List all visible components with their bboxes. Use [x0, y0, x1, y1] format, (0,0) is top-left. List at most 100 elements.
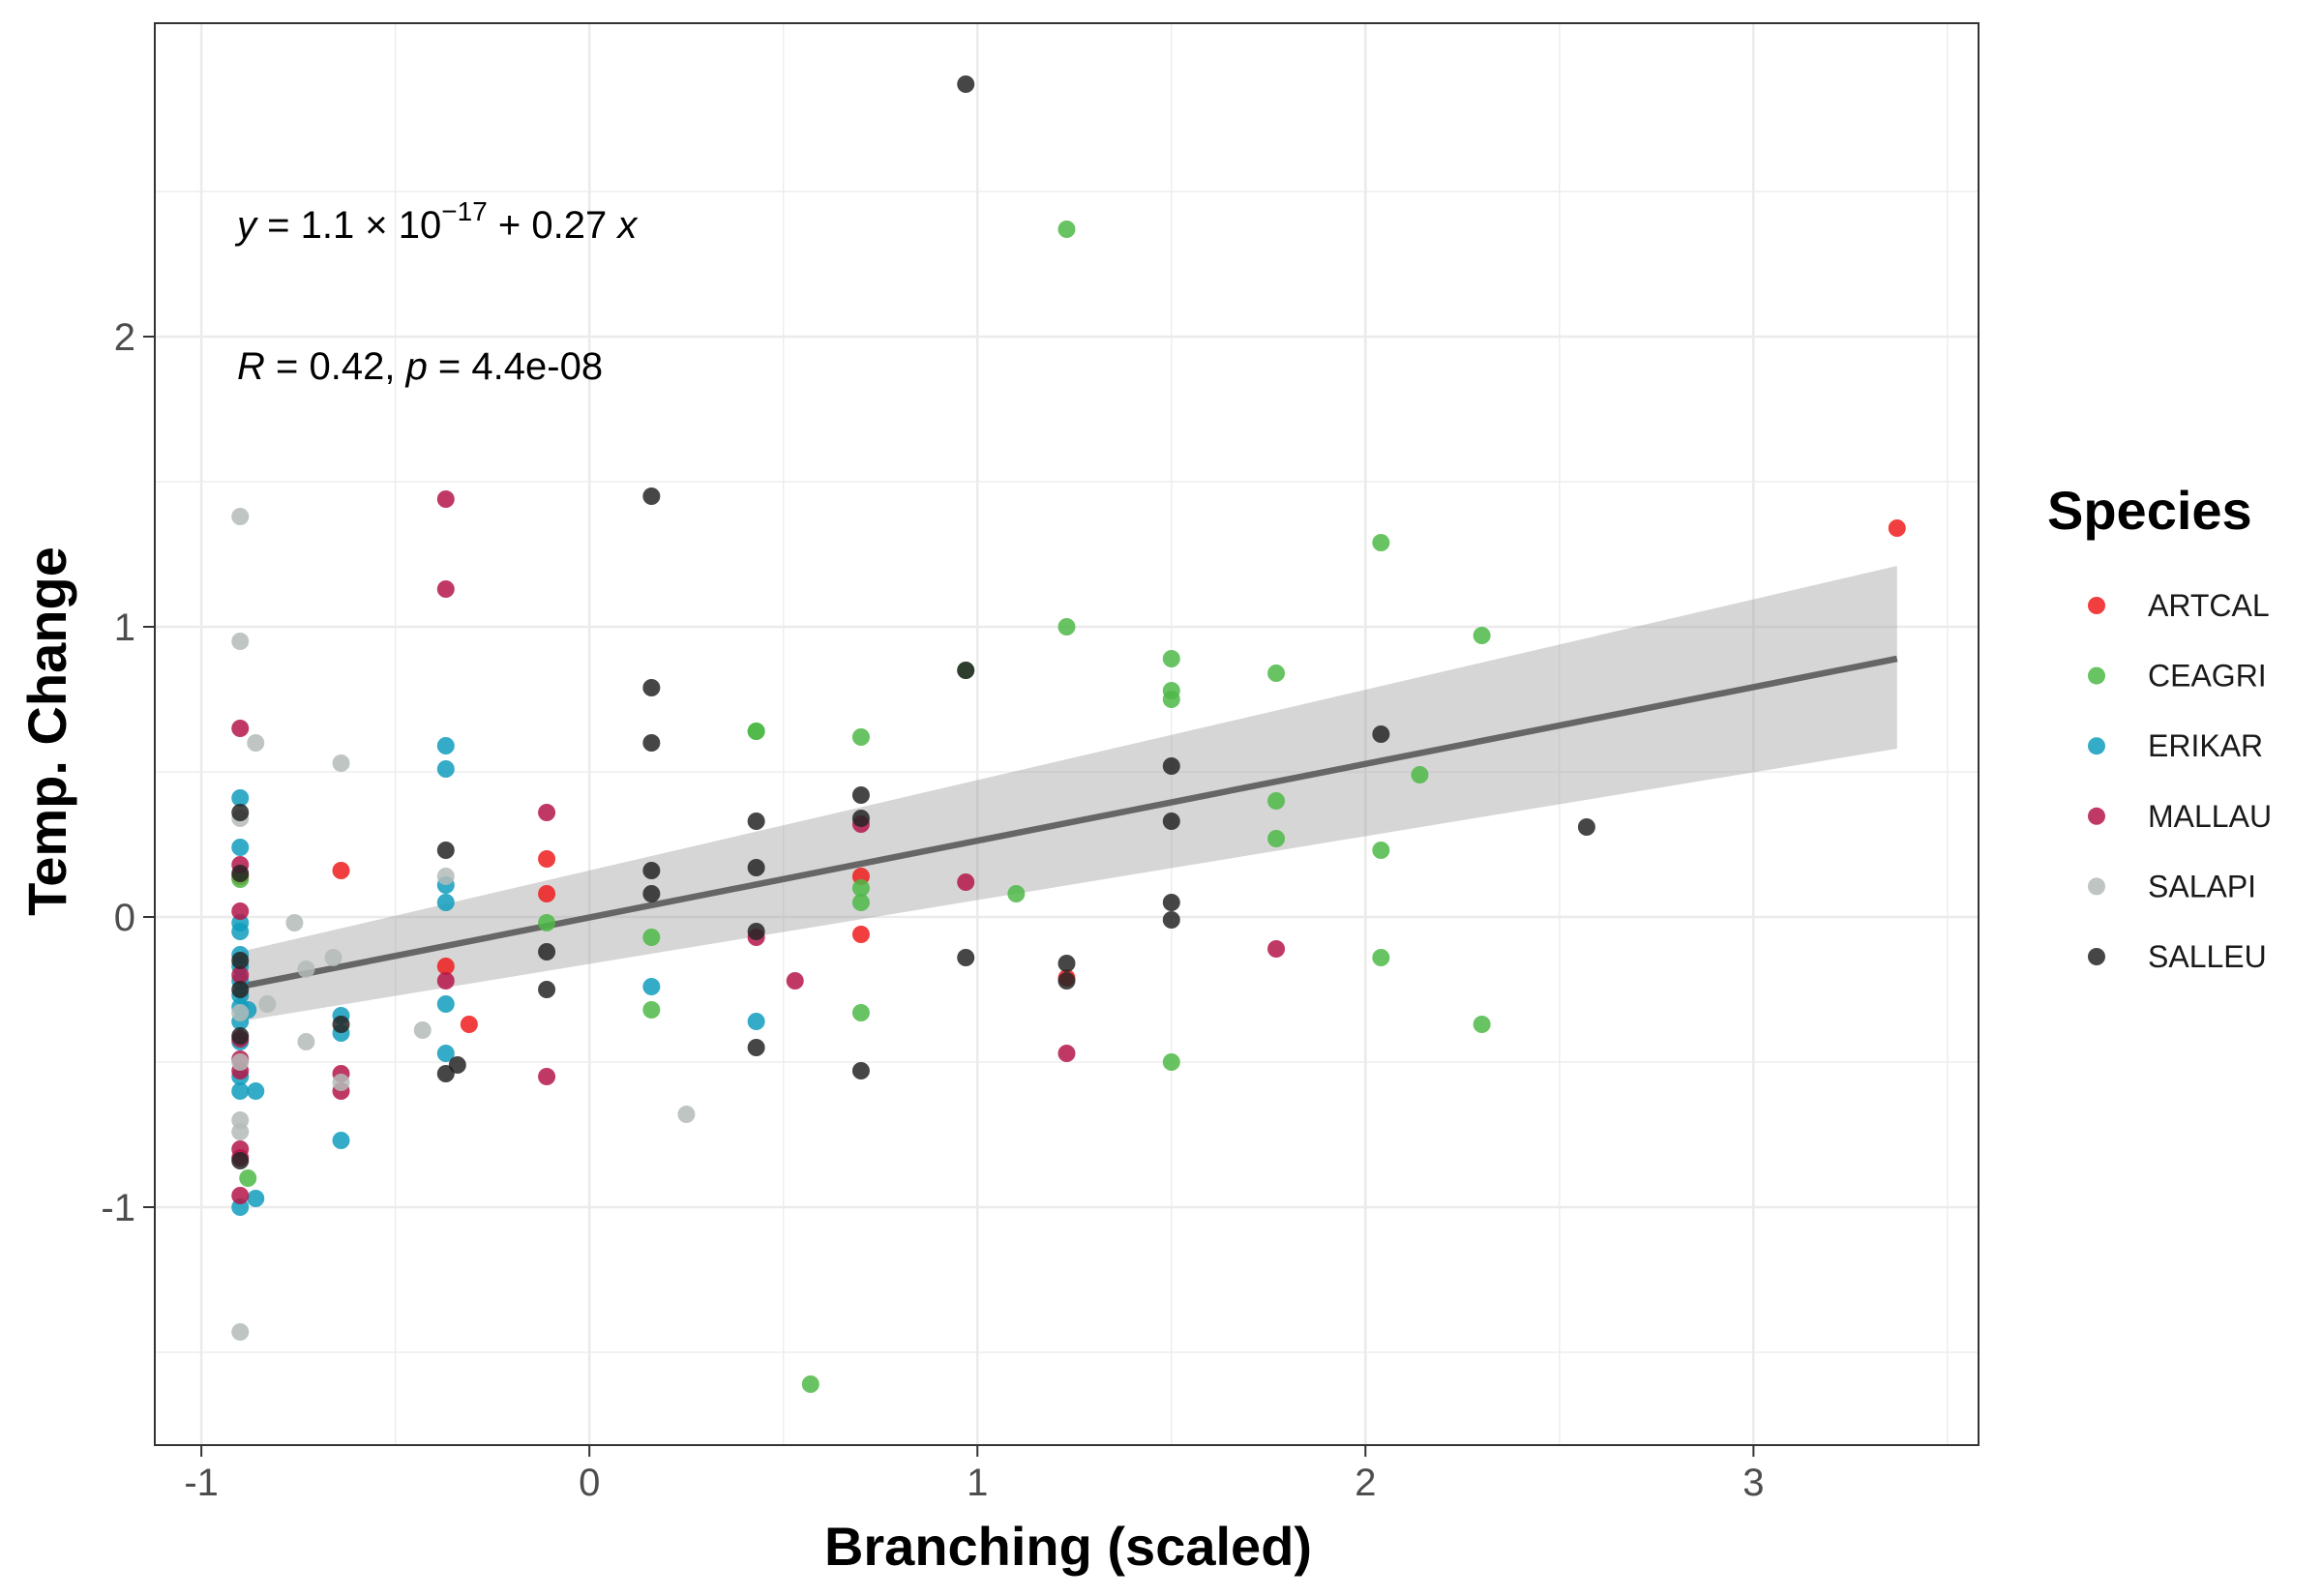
data-point [1162, 691, 1180, 708]
data-point [231, 1123, 250, 1140]
data-point [332, 1074, 350, 1091]
data-point [1267, 830, 1286, 847]
data-point [231, 1053, 250, 1071]
legend-key [2088, 948, 2105, 965]
data-point [231, 839, 250, 856]
data-point [231, 508, 250, 525]
data-point [332, 862, 350, 879]
legend-label: SALAPI [2148, 869, 2256, 903]
data-point [747, 1039, 765, 1056]
data-point [851, 879, 870, 897]
legend-label: MALLAU [2148, 799, 2272, 834]
data-point [1162, 757, 1180, 775]
data-point [436, 894, 455, 911]
data-point [1057, 955, 1076, 972]
data-point [436, 868, 455, 885]
panel-border [154, 22, 1980, 1446]
data-point [231, 865, 250, 882]
regression-equation: y = 1.1 × 10−17 + 0.27 x [234, 196, 639, 247]
data-point [436, 580, 455, 598]
data-point [538, 914, 556, 931]
data-point [642, 978, 661, 995]
legend-key [2088, 737, 2105, 755]
data-point [1267, 940, 1286, 958]
data-point [247, 1082, 265, 1100]
data-point [239, 1169, 257, 1187]
data-point [231, 1004, 250, 1021]
data-point [258, 995, 277, 1013]
data-point [538, 804, 556, 821]
data-point [231, 923, 250, 940]
data-point [231, 1027, 250, 1045]
data-point [1888, 519, 1906, 537]
data-points [231, 75, 1906, 1393]
data-point [538, 850, 556, 868]
data-point [231, 633, 250, 650]
data-point [747, 859, 765, 876]
data-point [231, 966, 250, 984]
data-point [538, 885, 556, 902]
y-tick-label: 0 [114, 897, 135, 939]
data-point [231, 720, 250, 737]
x-tick-label: 0 [579, 1462, 600, 1504]
data-point [297, 1033, 315, 1050]
legend: Species ARTCAL CEAGRI ERIKAR MALLAU SALAPI SA… [2047, 480, 2272, 974]
plot-panel [154, 22, 1980, 1446]
legend-items: ARTCAL CEAGRI ERIKAR MALLAU SALAPI SALLEU [2088, 588, 2272, 974]
data-point [851, 810, 870, 827]
data-point [642, 488, 661, 505]
data-point [1057, 618, 1076, 635]
data-point [332, 1016, 350, 1033]
x-axis: -1 0 1 2 3 [184, 1445, 1765, 1504]
legend-label: ARTCAL [2148, 588, 2270, 623]
data-point [801, 1375, 819, 1393]
data-point [1162, 813, 1180, 830]
data-point [1162, 894, 1180, 911]
data-point [642, 862, 661, 879]
data-point [436, 760, 455, 778]
data-point [231, 789, 250, 807]
data-point [448, 1056, 466, 1074]
data-point [747, 723, 765, 740]
correlation-stats: R = 0.42, p = 4.4e-08 [237, 345, 603, 388]
data-point [413, 1021, 432, 1039]
series-salleu [231, 75, 1595, 1169]
data-point [786, 972, 804, 990]
legend-item-salapi: SALAPI [2088, 869, 2256, 903]
data-point [851, 786, 870, 804]
data-point [324, 949, 342, 966]
data-point [747, 1013, 765, 1030]
y-tick-label: 2 [114, 316, 135, 359]
data-point [460, 1016, 478, 1033]
stat-annotations: y = 1.1 × 10−17 + 0.27 x R = 0.42, p = 4… [234, 196, 639, 388]
x-axis-title: Branching (scaled) [824, 1516, 1312, 1577]
legend-item-salleu: SALLEU [2088, 939, 2267, 974]
x-tick-label: -1 [184, 1462, 219, 1504]
data-point [957, 873, 975, 891]
data-point [747, 813, 765, 830]
data-point [538, 943, 556, 961]
data-point [851, 1062, 870, 1079]
data-point [1372, 534, 1390, 551]
data-point [436, 842, 455, 859]
legend-label: ERIKAR [2148, 728, 2263, 763]
data-point [538, 1068, 556, 1085]
data-point [436, 737, 455, 754]
data-point [851, 926, 870, 943]
data-point [231, 804, 250, 821]
data-point [436, 490, 455, 508]
series-salapi [231, 508, 696, 1341]
data-point [231, 1187, 250, 1204]
x-tick-label: 2 [1354, 1462, 1376, 1504]
legend-item-mallau: MALLAU [2088, 799, 2272, 834]
data-point [957, 949, 975, 966]
y-axis: -1 0 1 2 [101, 316, 155, 1229]
legend-key [2088, 877, 2105, 896]
data-point [642, 734, 661, 752]
data-point [332, 1132, 350, 1149]
data-point [231, 902, 250, 920]
legend-key [2088, 666, 2105, 685]
x-tick-label: 1 [967, 1462, 988, 1504]
data-point [1162, 911, 1180, 929]
